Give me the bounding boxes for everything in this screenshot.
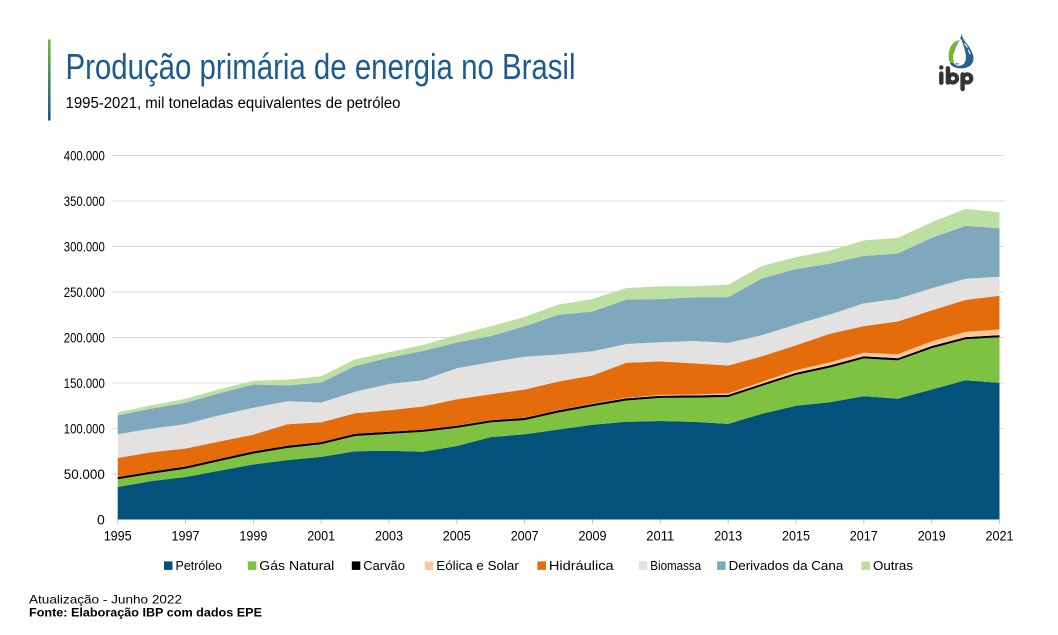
svg-text:Atualização - Junho 2022: Atualização - Junho 2022: [29, 593, 182, 607]
svg-text:Gás Natural: Gás Natural: [259, 559, 334, 573]
svg-text:250.000: 250.000: [64, 284, 105, 300]
svg-text:1997: 1997: [172, 528, 200, 544]
svg-text:2001: 2001: [307, 528, 335, 544]
svg-text:2013: 2013: [714, 528, 742, 544]
svg-text:0: 0: [97, 512, 105, 528]
svg-text:2007: 2007: [511, 528, 539, 544]
svg-text:Biomassa: Biomassa: [650, 559, 701, 573]
svg-text:200.000: 200.000: [64, 330, 105, 346]
svg-text:Fonte: Elaboração IBP com dado: Fonte: Elaboração IBP com dados EPE: [29, 606, 262, 620]
svg-text:50.000: 50.000: [64, 466, 105, 482]
svg-text:2015: 2015: [782, 528, 810, 544]
svg-text:150.000: 150.000: [64, 375, 105, 391]
svg-text:Hidráulica: Hidráulica: [549, 559, 614, 573]
svg-text:100.000: 100.000: [64, 421, 105, 437]
svg-text:2021: 2021: [986, 528, 1014, 544]
svg-text:1999: 1999: [239, 528, 267, 544]
svg-text:2003: 2003: [375, 528, 403, 544]
svg-text:2019: 2019: [918, 528, 946, 544]
svg-text:350.000: 350.000: [64, 193, 105, 209]
svg-text:Produção primária de energia n: Produção primária de energia no Brasil: [66, 46, 576, 87]
svg-text:2009: 2009: [579, 528, 607, 544]
svg-text:Derivados da Cana: Derivados da Cana: [729, 559, 844, 573]
svg-text:400.000: 400.000: [64, 148, 105, 164]
svg-text:300.000: 300.000: [64, 239, 105, 255]
svg-text:Outras: Outras: [873, 559, 913, 573]
svg-text:1995-2021, mil toneladas equiv: 1995-2021, mil toneladas equivalentes de…: [66, 95, 401, 112]
svg-text:1995: 1995: [104, 528, 132, 544]
svg-text:Petróleo: Petróleo: [176, 559, 223, 573]
svg-text:Eólica e Solar: Eólica e Solar: [436, 559, 519, 573]
svg-text:2017: 2017: [850, 528, 878, 544]
svg-text:Carvão: Carvão: [363, 559, 405, 573]
svg-text:2011: 2011: [646, 528, 674, 544]
svg-text:2005: 2005: [443, 528, 471, 544]
